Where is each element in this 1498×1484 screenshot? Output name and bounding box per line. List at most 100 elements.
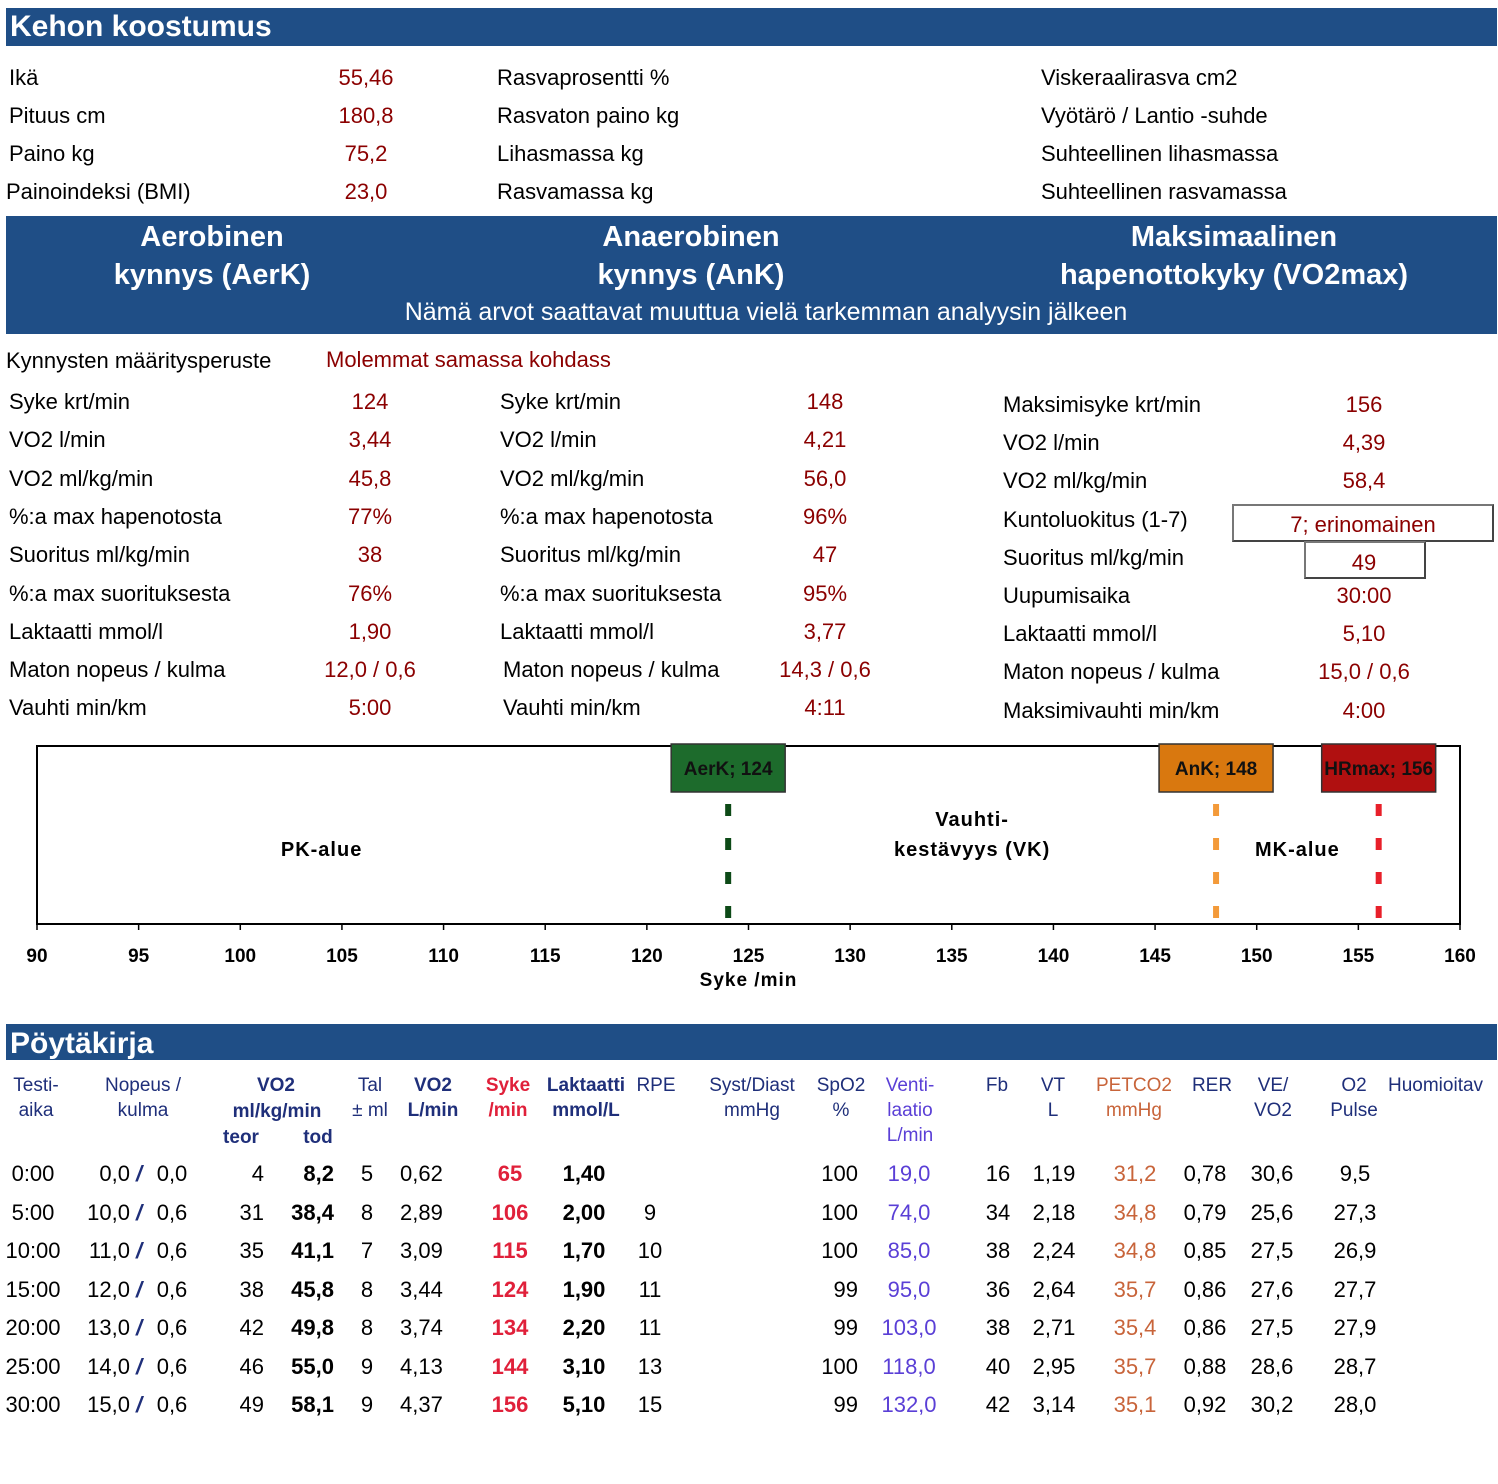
cell-vent: 95,0 [887, 1277, 931, 1302]
cell-petco2: 35,7 [1113, 1354, 1157, 1379]
header-lactate: Laktaatti mmol/L [538, 1073, 634, 1123]
ank-label-7: Maton nopeus / kulma [503, 657, 720, 682]
header-vt: VT L [1031, 1073, 1075, 1123]
x-tick-label-8: 130 [834, 946, 866, 967]
aerobic-title: Aerobinen kynnys (AerK) [62, 218, 362, 294]
vo2max-value-8: 4:00 [1342, 698, 1386, 723]
cell-tal: 9 [360, 1354, 374, 1379]
cell-angle: 0,6 [156, 1354, 188, 1379]
aerk-label-2: VO2 ml/kg/min [9, 466, 154, 491]
header-ventilation-line2: laatio [887, 1100, 933, 1121]
cell-speed: 13,0 [87, 1315, 130, 1340]
header-time: Testi- aika [0, 1073, 72, 1123]
marker-box-1 [1158, 743, 1274, 793]
aerk-value-2: 45,8 [348, 466, 392, 491]
header-ve-vo2-line2: VO2 [1253, 1100, 1293, 1121]
marker-label-2: HRmax; 156 [1324, 759, 1433, 780]
cell-time: 5:00 [11, 1200, 55, 1225]
x-tick-label-12: 150 [1241, 946, 1273, 967]
cell-lac: 2,20 [562, 1315, 606, 1340]
aerk-label-6: Laktaatti mmol/l [9, 619, 164, 644]
header-tod: tod [303, 1127, 333, 1148]
cell-slash: / [135, 1161, 143, 1186]
ank-value-6: 3,77 [803, 619, 847, 644]
cell-fb: 16 [985, 1161, 1011, 1186]
cell-petco2: 34,8 [1113, 1238, 1157, 1263]
marker-box-0 [670, 743, 786, 793]
anaerobic-title-line2: kynnys (AnK) [597, 259, 785, 291]
cell-rpe: 13 [637, 1354, 663, 1379]
ank-label-5: %:a max suorituksesta [500, 581, 722, 606]
ank-label-8: Vauhti min/km [503, 695, 641, 720]
cell-rpe: 9 [643, 1200, 657, 1225]
height-label: Pituus cm [9, 103, 106, 128]
aerk-label-0: Syke krt/min [9, 389, 131, 414]
cell-lac: 1,90 [562, 1277, 606, 1302]
cell-vevo2: 28,6 [1250, 1354, 1294, 1379]
cell-lac: 1,40 [562, 1161, 606, 1186]
cell-fb: 42 [985, 1392, 1011, 1417]
cell-vt: 2,18 [1032, 1200, 1076, 1225]
cell-slash: / [135, 1200, 143, 1225]
cell-vt: 2,71 [1032, 1315, 1076, 1340]
vo2max-label-8: Maksimivauhti min/km [1003, 698, 1220, 723]
waist-hip-label: Vyötärö / Lantio -suhde [1041, 103, 1268, 128]
x-tick-label-1: 95 [128, 946, 150, 967]
cell-speed: 15,0 [87, 1392, 130, 1417]
cell-slash: / [135, 1315, 143, 1340]
vo2max-label-6: Laktaatti mmol/l [1003, 621, 1158, 646]
header-spo2-line1: SpO2 [816, 1075, 866, 1096]
cell-hr: 156 [491, 1392, 529, 1417]
header-vo2l: VO2 L/min [401, 1073, 465, 1123]
cell-time: 0:00 [11, 1161, 55, 1186]
cell-vt: 2,64 [1032, 1277, 1076, 1302]
relative-fat-label: Suhteellinen rasvamassa [1041, 179, 1287, 204]
cell-time: 20:00 [5, 1315, 61, 1340]
aerk-value-4: 38 [357, 542, 383, 567]
cell-tod: 41,1 [291, 1238, 334, 1263]
cell-o2p: 27,7 [1333, 1277, 1377, 1302]
cell-tal: 7 [360, 1238, 374, 1263]
cell-angle: 0,0 [156, 1161, 188, 1186]
zone-label-1-1: kestävyys (VK) [894, 839, 1050, 861]
x-axis-label: Syke /min [700, 970, 798, 991]
cell-tod: 58,1 [291, 1392, 334, 1417]
header-bp: Syst/Diast mmHg [700, 1073, 804, 1123]
cell-hr: 106 [491, 1200, 529, 1225]
header-petco2-line1: PETCO2 [1095, 1075, 1173, 1096]
ank-value-1: 4,21 [803, 427, 847, 452]
ank-label-0: Syke krt/min [500, 389, 622, 414]
cell-slash: / [135, 1354, 143, 1379]
cell-hr: 144 [491, 1354, 529, 1379]
cell-vo2l: 4,37 [400, 1392, 443, 1417]
cell-rer: 0,86 [1183, 1277, 1227, 1302]
zone-label-0-0: PK-alue [281, 839, 362, 861]
cell-speed: 14,0 [87, 1354, 130, 1379]
cell-tod: 45,8 [291, 1277, 334, 1302]
cell-spo2: 100 [821, 1200, 858, 1225]
header-time-line1: Testi- [13, 1075, 59, 1096]
cell-spo2: 99 [833, 1392, 858, 1417]
cell-rpe: 11 [638, 1277, 662, 1302]
cell-time: 30:00 [5, 1392, 61, 1417]
vo2max-value-7: 15,0 / 0,6 [1318, 659, 1410, 684]
ank-label-6: Laktaatti mmol/l [500, 619, 655, 644]
cell-rer: 0,88 [1183, 1354, 1227, 1379]
zone-chart-plot: 90 95 100 105 110 115 120 125 130 135 140 145 150 155… [26, 743, 1476, 991]
ank-value-5: 95% [802, 581, 848, 606]
fat-percent-label: Rasvaprosentti % [497, 65, 670, 90]
header-speed-line2: kulma [117, 1100, 169, 1121]
x-tick-label-3: 105 [326, 946, 358, 967]
ank-label-3: %:a max hapenotosta [500, 504, 713, 529]
age-label: Ikä [9, 65, 39, 90]
x-tick-label-10: 140 [1038, 946, 1070, 967]
cell-rer: 0,85 [1183, 1238, 1227, 1263]
aerk-value-7: 12,0 / 0,6 [324, 657, 416, 682]
vo2max-value-0: 156 [1345, 392, 1383, 417]
header-teor: teor [223, 1127, 259, 1148]
cell-vent: 118,0 [882, 1354, 936, 1379]
x-tick-label-11: 145 [1139, 946, 1171, 967]
cell-lac: 3,10 [562, 1354, 606, 1379]
cell-vt: 2,95 [1032, 1354, 1076, 1379]
cell-hr: 65 [497, 1161, 523, 1186]
